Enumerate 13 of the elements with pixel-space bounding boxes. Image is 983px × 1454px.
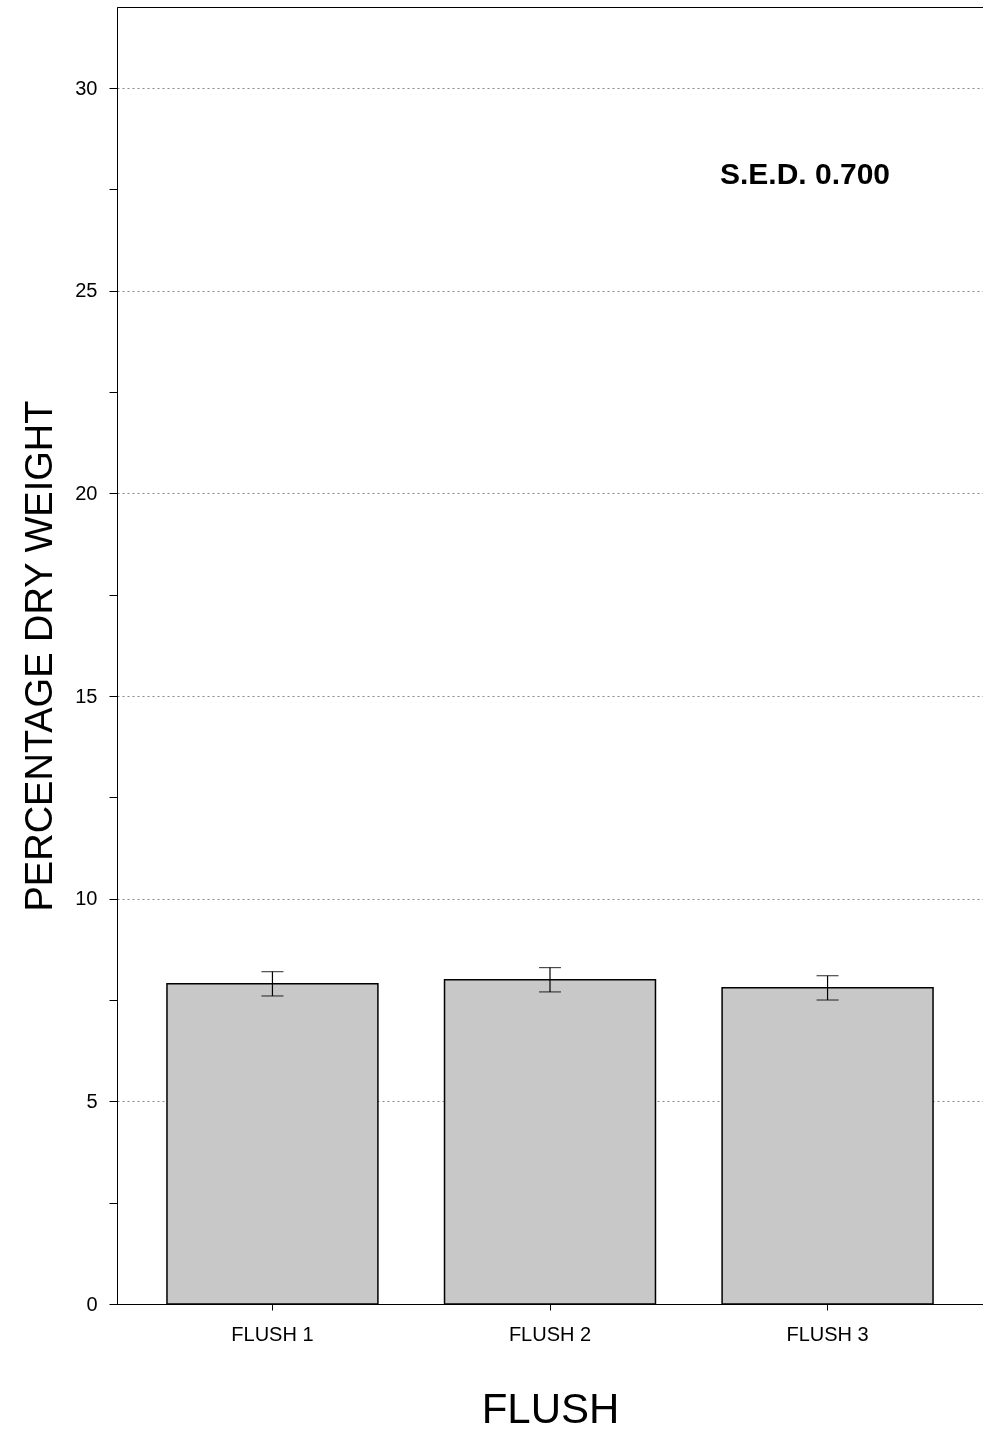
- x-tick-label: FLUSH 1: [231, 1322, 314, 1345]
- x-axis-title: FLUSH: [481, 1384, 620, 1432]
- x-tick-label: FLUSH 2: [508, 1322, 592, 1345]
- y-tick-label: 20: [75, 481, 98, 504]
- y-tick-label: 25: [75, 279, 98, 302]
- y-tick-label: 10: [75, 887, 98, 910]
- y-axis-title: PERCENTAGE DRY WEIGHT: [18, 400, 61, 912]
- y-tick-label: 5: [86, 1089, 98, 1112]
- y-tick-label: 15: [75, 684, 98, 707]
- y-tick-label: 30: [75, 76, 98, 99]
- y-tick-label: 0: [86, 1292, 98, 1315]
- annotation: S.E.D. 0.700: [719, 157, 891, 190]
- x-tick-label: FLUSH 3: [786, 1322, 869, 1345]
